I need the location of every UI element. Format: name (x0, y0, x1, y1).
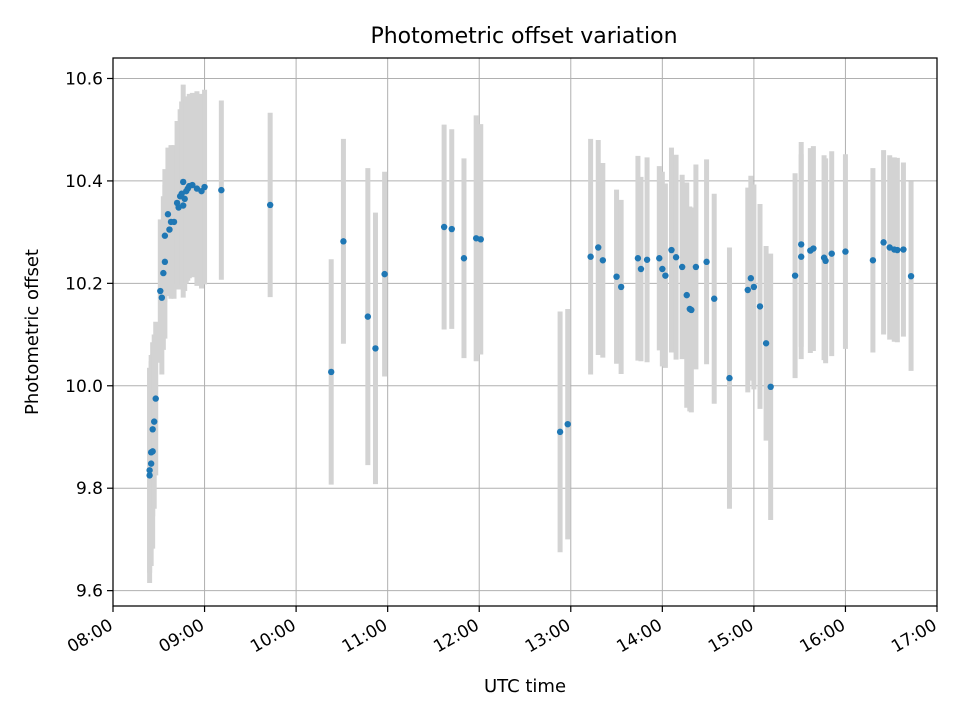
data-point (218, 186, 225, 194)
data-point (556, 428, 564, 436)
data-point (750, 283, 758, 291)
data-point (146, 467, 153, 474)
data-point (637, 265, 645, 273)
data-point (797, 253, 805, 260)
data-point (147, 460, 155, 467)
data-point (703, 258, 710, 266)
data-point (791, 272, 799, 279)
data-point (842, 248, 849, 255)
data-point (151, 418, 158, 425)
y-tick-label: 10.0 (65, 377, 103, 397)
y-tick-label: 9.6 (76, 582, 103, 602)
data-point (179, 178, 187, 186)
data-point (599, 257, 607, 264)
data-point (747, 275, 755, 282)
data-point (181, 195, 188, 203)
data-point (149, 448, 156, 455)
data-point (364, 313, 372, 320)
data-point (170, 218, 178, 226)
chart-title: Photometric offset variation (370, 24, 677, 49)
data-point (617, 283, 625, 291)
data-point (726, 374, 733, 382)
data-point (711, 295, 718, 302)
data-point (460, 255, 468, 262)
plot-area-frame (112, 57, 938, 607)
data-point (440, 223, 448, 231)
data-point (161, 232, 169, 239)
data-point (448, 225, 455, 233)
y-tick-label: 10.4 (65, 172, 103, 192)
data-point (381, 270, 388, 278)
data-point (822, 257, 829, 265)
data-point (656, 255, 663, 262)
data-point (372, 345, 379, 352)
data-point (166, 226, 173, 233)
data-point (189, 181, 196, 189)
data-point (880, 239, 887, 246)
x-axis-label: UTC time (484, 676, 566, 697)
data-point (160, 269, 167, 277)
data-point (662, 272, 669, 279)
data-point (634, 255, 642, 262)
data-point (756, 303, 764, 310)
data-point (152, 395, 159, 402)
y-axis: 9.6 9.8 10.0 10.2 10.4 10.6 (65, 69, 113, 602)
data-point (587, 253, 594, 260)
data-point (146, 472, 153, 479)
data-point (161, 258, 169, 266)
y-tick-label: 10.2 (65, 274, 103, 294)
data-point (201, 183, 208, 191)
data-point (767, 383, 774, 390)
data-point (668, 246, 675, 254)
data-point (678, 263, 686, 271)
data-point (692, 263, 700, 271)
data-points (146, 178, 915, 479)
data-point (744, 286, 751, 294)
data-point (564, 420, 571, 428)
data-point (149, 426, 156, 433)
data-point (869, 257, 877, 264)
data-point (477, 236, 484, 243)
data-point (595, 244, 602, 251)
data-point (643, 256, 651, 263)
data-point (797, 241, 805, 248)
data-point (810, 245, 817, 252)
data-point (688, 306, 695, 314)
data-point (683, 291, 690, 299)
data-point (894, 246, 901, 254)
data-point (907, 272, 915, 280)
y-tick-label: 10.6 (65, 69, 103, 89)
data-point (762, 340, 770, 347)
data-point (659, 265, 666, 273)
data-point (672, 254, 680, 261)
data-point (328, 368, 335, 376)
data-point (900, 246, 907, 253)
data-point (164, 211, 172, 218)
data-point (179, 202, 187, 209)
data-point (157, 287, 164, 295)
y-tick-label: 9.8 (76, 479, 103, 499)
data-point (613, 273, 620, 280)
data-point (158, 294, 166, 301)
data-point (828, 250, 835, 257)
data-point (266, 201, 274, 209)
y-axis-label: Photometric offset (22, 249, 43, 415)
data-point (340, 238, 347, 245)
